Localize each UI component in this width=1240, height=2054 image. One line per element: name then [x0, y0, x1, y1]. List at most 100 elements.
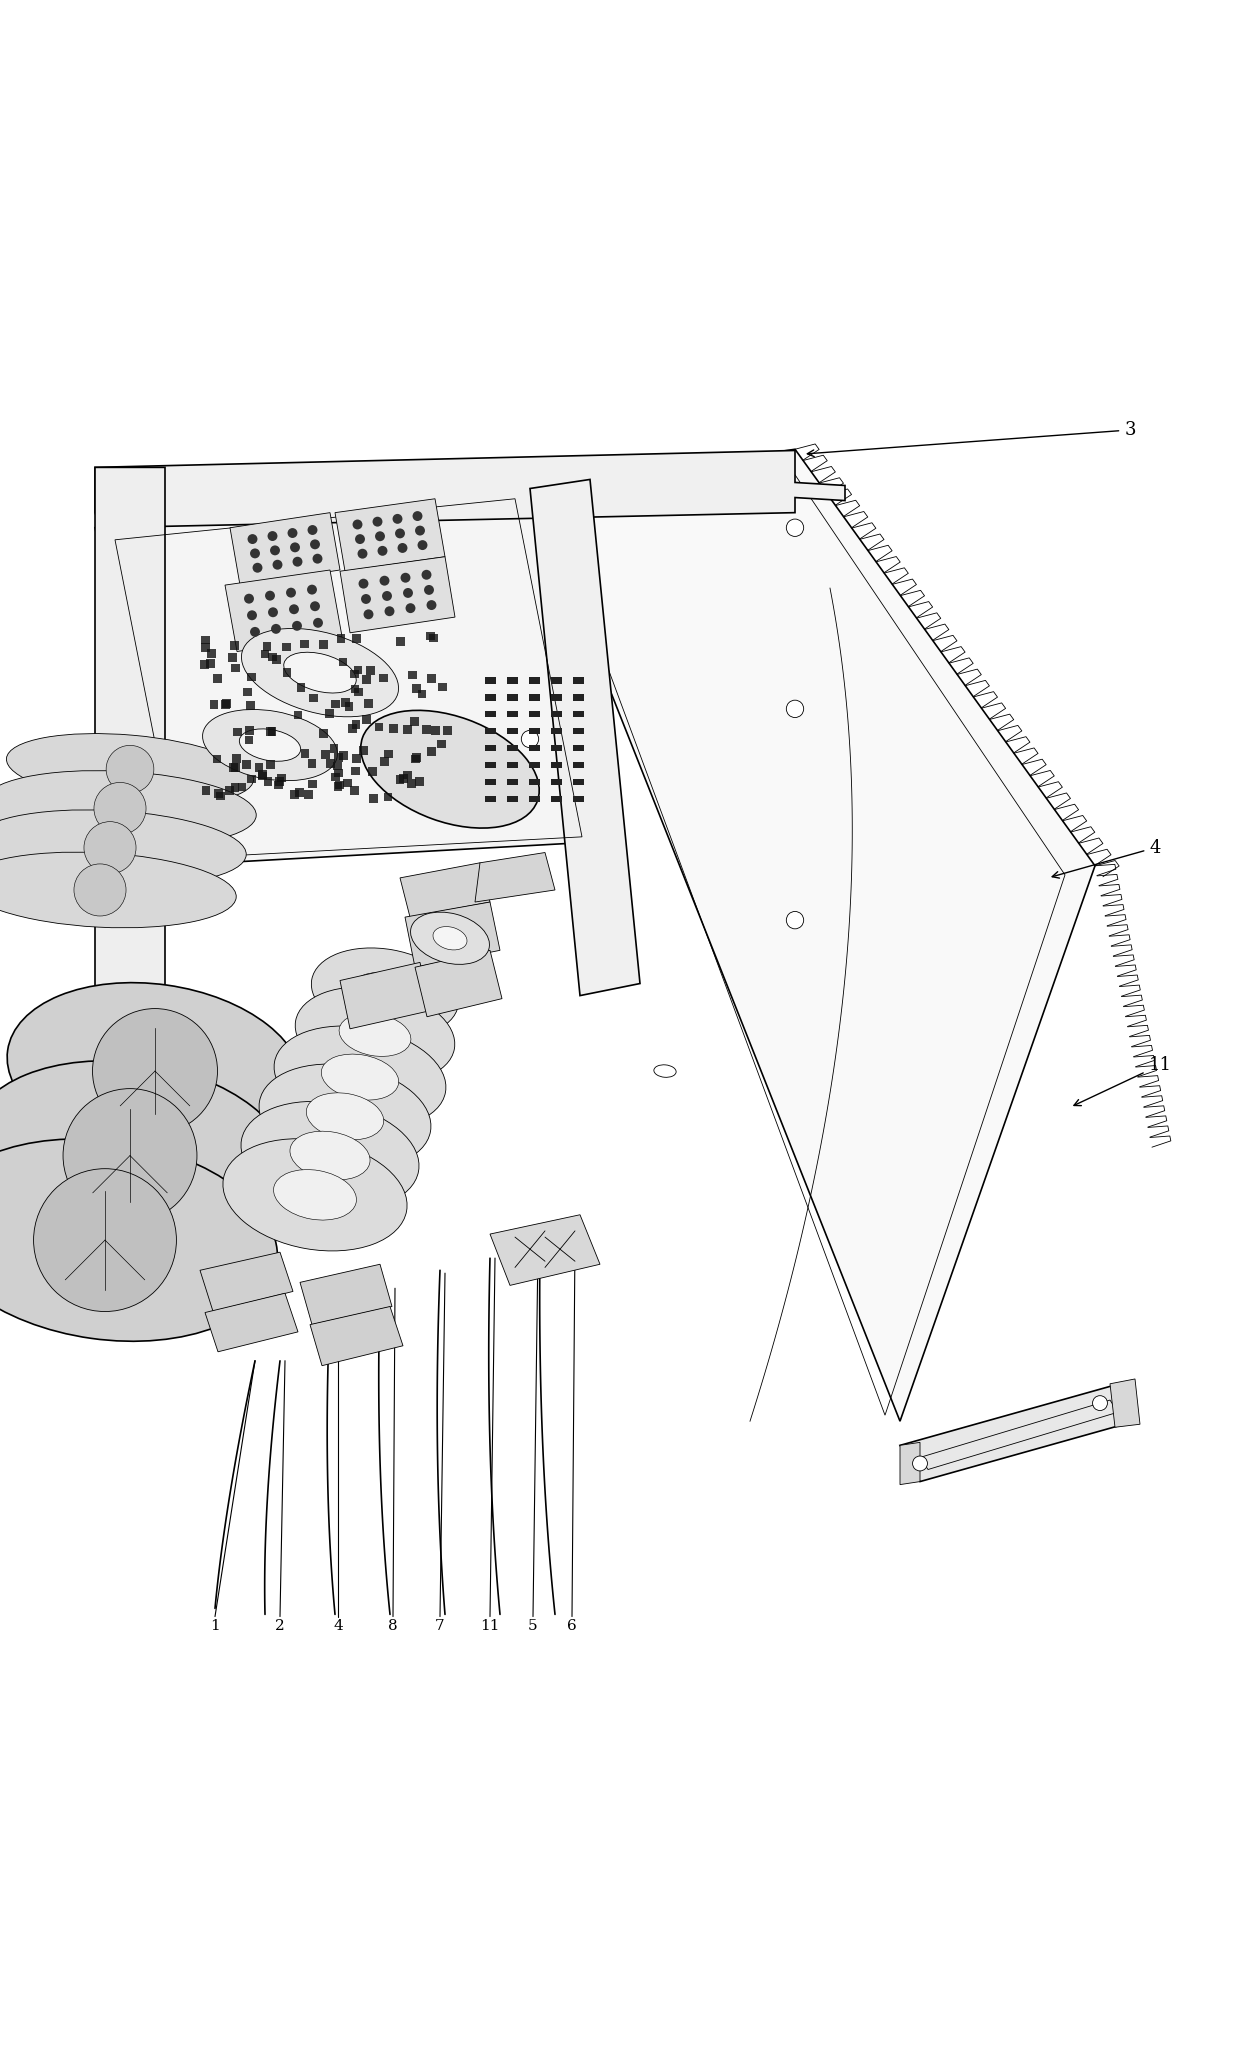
Bar	[243, 688, 252, 696]
Bar	[334, 783, 342, 791]
Bar	[427, 748, 435, 756]
Circle shape	[398, 542, 408, 553]
Ellipse shape	[274, 1027, 446, 1128]
Circle shape	[786, 520, 804, 536]
Bar	[507, 678, 518, 684]
Bar	[352, 754, 361, 762]
Ellipse shape	[321, 1054, 399, 1101]
Bar	[418, 690, 427, 698]
Bar	[202, 787, 211, 795]
Ellipse shape	[311, 949, 459, 1037]
Bar	[429, 635, 438, 643]
Text: 6: 6	[567, 1619, 577, 1633]
Circle shape	[372, 518, 382, 526]
Ellipse shape	[306, 1093, 383, 1140]
Polygon shape	[335, 499, 445, 571]
Text: 4: 4	[1053, 838, 1161, 879]
Bar	[410, 754, 419, 764]
Bar	[207, 649, 216, 657]
Bar	[485, 795, 496, 801]
Circle shape	[418, 540, 428, 550]
Ellipse shape	[352, 972, 418, 1013]
Bar	[260, 649, 269, 657]
Bar	[529, 746, 541, 752]
Bar	[384, 793, 393, 801]
Polygon shape	[224, 571, 342, 651]
Bar	[573, 762, 584, 768]
Bar	[228, 653, 237, 661]
Text: 5: 5	[528, 1619, 538, 1633]
Bar	[246, 700, 254, 711]
Circle shape	[312, 618, 322, 629]
Bar	[319, 729, 327, 737]
Bar	[507, 711, 518, 717]
Bar	[551, 711, 562, 717]
Bar	[529, 778, 541, 785]
Bar	[201, 637, 210, 645]
Bar	[300, 639, 309, 649]
Bar	[485, 762, 496, 768]
Polygon shape	[95, 468, 165, 1082]
Circle shape	[253, 563, 263, 573]
Circle shape	[396, 528, 405, 538]
Bar	[222, 698, 231, 709]
Circle shape	[248, 534, 258, 544]
Bar	[348, 725, 357, 733]
Bar	[507, 746, 518, 752]
Bar	[529, 795, 541, 801]
Circle shape	[357, 548, 367, 559]
Ellipse shape	[6, 733, 253, 805]
Bar	[345, 702, 353, 711]
Text: 3: 3	[807, 421, 1136, 456]
Bar	[485, 727, 496, 735]
Bar	[331, 772, 340, 781]
Bar	[258, 770, 267, 778]
Text: 8: 8	[388, 1619, 398, 1633]
Bar	[268, 653, 277, 661]
Bar	[246, 727, 254, 735]
Bar	[529, 727, 541, 735]
Bar	[507, 795, 518, 801]
Ellipse shape	[0, 1140, 278, 1341]
Ellipse shape	[284, 653, 356, 692]
Circle shape	[352, 520, 362, 530]
Bar	[319, 641, 327, 649]
Bar	[396, 774, 404, 783]
Bar	[340, 752, 348, 760]
Bar	[267, 760, 275, 768]
Bar	[370, 795, 378, 803]
Bar	[399, 774, 408, 783]
Bar	[283, 668, 291, 678]
Polygon shape	[340, 557, 455, 633]
Polygon shape	[300, 1265, 392, 1325]
Polygon shape	[900, 1384, 1135, 1481]
Bar	[529, 762, 541, 768]
Bar	[290, 791, 299, 799]
Bar	[412, 754, 420, 762]
Circle shape	[786, 700, 804, 717]
Bar	[351, 670, 360, 678]
Bar	[308, 760, 316, 768]
Ellipse shape	[0, 770, 257, 846]
Bar	[309, 694, 317, 702]
Circle shape	[415, 526, 425, 536]
Ellipse shape	[202, 709, 337, 781]
Bar	[485, 778, 496, 785]
Ellipse shape	[295, 988, 455, 1082]
Ellipse shape	[63, 1089, 197, 1222]
Circle shape	[288, 528, 298, 538]
Circle shape	[308, 526, 317, 534]
Bar	[336, 781, 345, 789]
Polygon shape	[200, 1253, 293, 1310]
Bar	[507, 762, 518, 768]
Circle shape	[293, 557, 303, 567]
Circle shape	[308, 585, 317, 594]
Bar	[215, 789, 223, 797]
Circle shape	[405, 604, 415, 612]
Circle shape	[268, 608, 278, 616]
Bar	[263, 643, 272, 651]
Ellipse shape	[84, 822, 136, 873]
Bar	[507, 727, 518, 735]
Circle shape	[310, 540, 320, 548]
Circle shape	[393, 514, 403, 524]
